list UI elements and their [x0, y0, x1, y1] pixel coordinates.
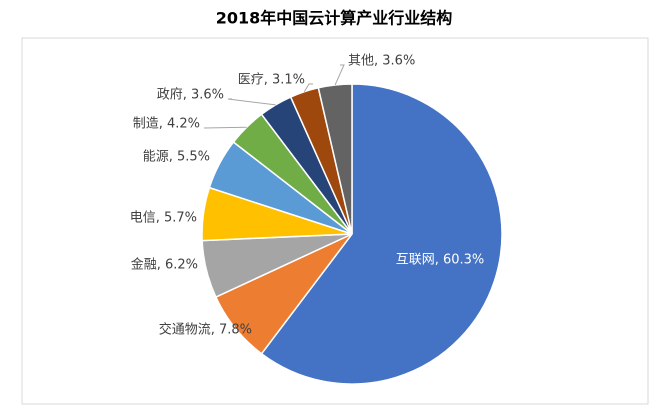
chart-title: 2018年中国云计算产业行业结构 — [216, 9, 453, 28]
data-label: 政府, 3.6% — [157, 88, 224, 103]
leader-line — [203, 126, 247, 129]
leader-line — [227, 98, 276, 106]
data-label: 电信, 5.7% — [130, 211, 197, 226]
pie-slice — [317, 83, 353, 235]
pie-slice — [260, 83, 503, 385]
data-label: 能源, 5.5% — [143, 150, 210, 165]
data-label: 交通物流, 7.8% — [159, 322, 252, 338]
chart-frame — [21, 37, 649, 405]
leader-line — [334, 64, 345, 86]
data-label: 制造, 4.2% — [133, 117, 200, 132]
data-label: 金融, 6.2% — [131, 257, 198, 273]
leader-line — [303, 83, 313, 93]
data-label: 医疗, 3.1% — [238, 73, 305, 88]
data-label: 其他, 3.6% — [348, 54, 415, 69]
data-label: 互联网, 60.3% — [396, 253, 485, 268]
